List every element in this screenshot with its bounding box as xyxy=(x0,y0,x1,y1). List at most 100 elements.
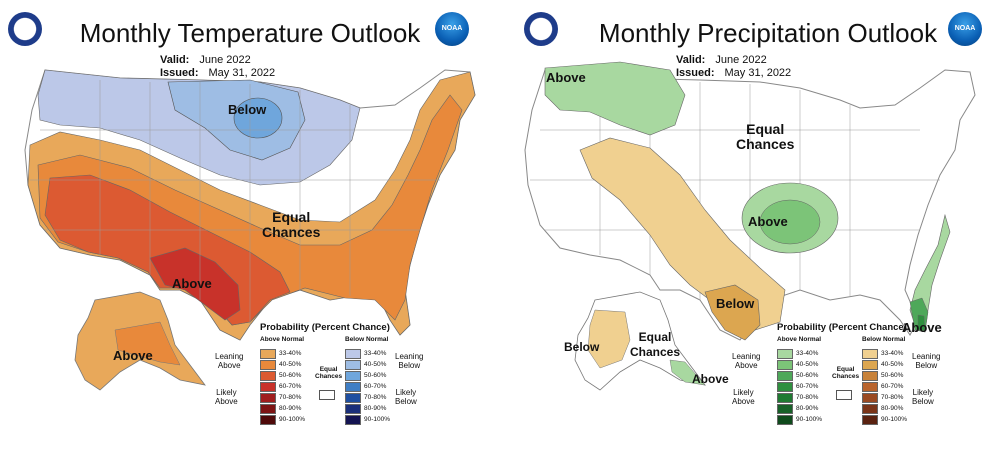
label-equal-chances: Equal Chances xyxy=(736,121,795,152)
legend-range-label: 33-40% xyxy=(796,350,819,357)
legend-swatch xyxy=(260,403,276,414)
temperature-title: Monthly Temperature Outlook xyxy=(79,18,421,48)
legend-row-below: 33-40% xyxy=(862,348,903,359)
legend-swatch xyxy=(777,359,793,370)
above-normal-northwest xyxy=(544,61,686,136)
alaska-below xyxy=(587,309,631,369)
legend-swatch xyxy=(777,370,793,381)
legend-row-above: 80-90% xyxy=(260,403,301,414)
legend-leaning-above: Leaning Above xyxy=(732,352,761,370)
legend-range-label: 80-90% xyxy=(364,405,387,412)
precipitation-outlook-panel: NOAA Monthly Precipitation Outlook Valid… xyxy=(500,0,1000,450)
legend-swatch xyxy=(345,414,361,425)
issued-label: Issued: xyxy=(676,67,715,79)
legend-swatch xyxy=(345,392,361,403)
legend-row-below: 60-70% xyxy=(862,381,903,392)
label-equal-alaska: Equal Chances xyxy=(630,330,681,359)
legend-swatch xyxy=(260,359,276,370)
label-above-alaska: Above xyxy=(113,348,153,363)
legend-row-below: 70-80% xyxy=(862,392,903,403)
precipitation-legend: Probability (Percent Chance) Above Norma… xyxy=(732,322,940,442)
label-below: Below xyxy=(228,102,267,117)
temperature-outlook-panel: NOAA Monthly Temperature Outlook Valid: J… xyxy=(8,12,476,425)
legend-row-below: 50-60% xyxy=(345,370,386,381)
legend-swatch xyxy=(345,403,361,414)
legend-range-label: 50-60% xyxy=(364,372,387,379)
legend-swatch xyxy=(260,348,276,359)
below-normal-texas xyxy=(704,284,761,341)
legend-row-below: 90-100% xyxy=(345,414,390,425)
valid-value: June 2022 xyxy=(715,54,767,66)
label-below-alaska: Below xyxy=(564,340,600,354)
legend-above-head: Above Normal xyxy=(777,336,822,343)
legend-range-label: 70-80% xyxy=(279,394,302,401)
legend-swatch xyxy=(862,403,878,414)
legend-row-above: 70-80% xyxy=(260,392,301,403)
legend-title: Probability (Percent Chance) xyxy=(777,322,907,333)
legend-row-above: 50-60% xyxy=(260,370,301,381)
legend-equal-swatch xyxy=(319,390,335,400)
legend-below-head: Below Normal xyxy=(862,336,906,343)
legend-likely-above: Likely Above xyxy=(215,388,238,406)
legend-range-label: 33-40% xyxy=(881,350,904,357)
valid-label: Valid: xyxy=(676,54,706,66)
legend-range-label: 60-70% xyxy=(279,383,302,390)
legend-likely-below: Likely Below xyxy=(912,388,934,406)
issued-value: May 31, 2022 xyxy=(208,67,276,79)
legend-row-above: 60-70% xyxy=(777,381,818,392)
legend-row-below: 33-40% xyxy=(345,348,386,359)
legend-range-label: 40-50% xyxy=(881,361,904,368)
legend-swatch xyxy=(777,414,793,425)
legend-swatch xyxy=(345,370,361,381)
legend-swatch xyxy=(777,403,793,414)
legend-range-label: 60-70% xyxy=(881,383,904,390)
noaa-logo-icon: NOAA xyxy=(948,12,982,46)
label-above-northwest: Above xyxy=(546,70,586,85)
legend-row-above: 90-100% xyxy=(777,414,822,425)
legend-swatch xyxy=(777,348,793,359)
legend-range-label: 50-60% xyxy=(796,372,819,379)
above-normal-florida-core xyxy=(917,314,926,331)
legend-below-head: Below Normal xyxy=(345,336,389,343)
legend-leaning-below: Leaning Below xyxy=(395,352,424,370)
valid-value: June 2022 xyxy=(199,54,251,66)
legend-likely-below: Likely Below xyxy=(395,388,417,406)
legend-swatch xyxy=(862,392,878,403)
legend-range-label: 80-90% xyxy=(881,405,904,412)
legend-swatch xyxy=(345,348,361,359)
legend-range-label: 60-70% xyxy=(364,383,387,390)
commerce-seal-icon xyxy=(524,12,558,46)
legend-above-head: Above Normal xyxy=(260,336,305,343)
legend-swatch xyxy=(345,381,361,392)
legend-row-above: 40-50% xyxy=(777,359,818,370)
legend-range-label: 70-80% xyxy=(881,394,904,401)
legend-row-below: 40-50% xyxy=(862,359,903,370)
legend-swatch xyxy=(260,414,276,425)
legend-swatch xyxy=(862,370,878,381)
legend-range-label: 80-90% xyxy=(279,405,302,412)
legend-row-below: 40-50% xyxy=(345,359,386,370)
legend-likely-above: Likely Above xyxy=(732,388,755,406)
valid-label: Valid: xyxy=(160,54,190,66)
temperature-map xyxy=(24,69,476,391)
issued-label: Issued: xyxy=(160,67,199,79)
label-below-south: Below xyxy=(716,296,755,311)
issued-date: Issued: May 31, 2022 xyxy=(676,67,791,79)
valid-date: Valid: June 2022 xyxy=(160,54,251,66)
legend-swatch xyxy=(260,392,276,403)
legend-range-label: 33-40% xyxy=(279,350,302,357)
legend-row-below: 80-90% xyxy=(862,403,903,414)
legend-range-label: 60-70% xyxy=(796,383,819,390)
legend-swatch xyxy=(862,359,878,370)
legend-range-label: 50-60% xyxy=(881,372,904,379)
alaska-above xyxy=(669,359,706,386)
legend-range-label: 90-100% xyxy=(364,416,391,423)
legend-swatch xyxy=(260,370,276,381)
legend-row-above: 33-40% xyxy=(777,348,818,359)
legend-leaning-below: Leaning Below xyxy=(912,352,941,370)
alaska-above-40-50 xyxy=(114,321,181,366)
legend-equal-chances: Equal Chances xyxy=(315,366,343,380)
legend-range-label: 33-40% xyxy=(364,350,387,357)
legend-range-label: 70-80% xyxy=(364,394,387,401)
legend-swatch xyxy=(777,392,793,403)
